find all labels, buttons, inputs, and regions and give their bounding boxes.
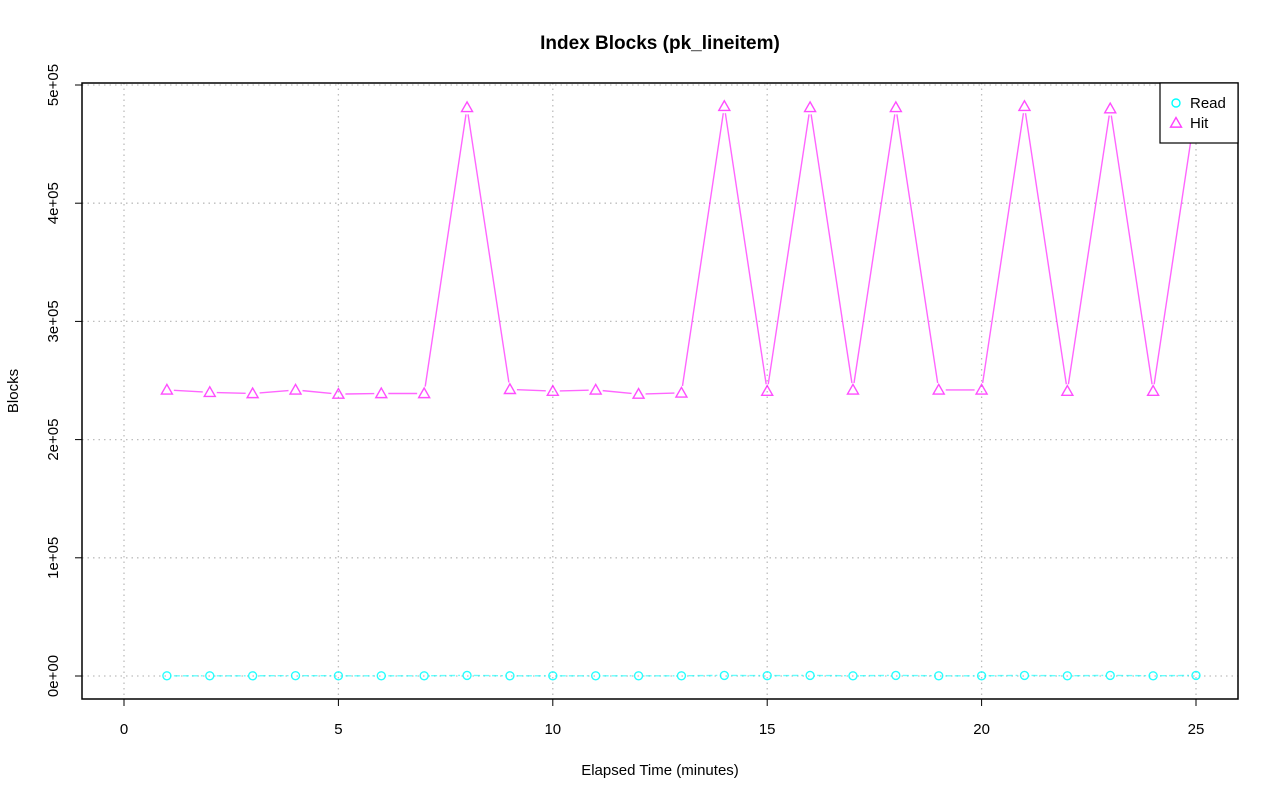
series-line-segment xyxy=(516,388,546,392)
legend-label-hit: Hit xyxy=(1190,115,1209,132)
series-line-segment xyxy=(173,389,203,393)
series-hit xyxy=(160,99,1203,399)
data-point-hit xyxy=(460,100,474,113)
series-line-segment xyxy=(216,391,246,395)
y-axis: 0e+00 1e+05 2e+05 3e+05 4e+05 5e+05 xyxy=(45,64,82,697)
data-point-read xyxy=(462,670,472,681)
x-tick-label: 10 xyxy=(544,721,561,738)
x-axis: 0 5 10 15 20 25 xyxy=(120,699,1205,738)
series-line-segment xyxy=(424,114,467,387)
data-point-hit xyxy=(503,382,517,395)
data-point-read xyxy=(805,670,815,681)
data-point-read xyxy=(934,671,944,681)
x-tick-label: 20 xyxy=(973,721,990,738)
series-line-segment xyxy=(896,114,939,384)
y-tick-label: 1e+05 xyxy=(45,537,62,579)
data-point-hit xyxy=(846,383,860,395)
series-line-segment xyxy=(767,114,810,385)
data-point-hit xyxy=(1017,99,1032,112)
data-point-hit xyxy=(546,384,560,396)
series-line-segment xyxy=(681,113,724,387)
data-point-read xyxy=(633,671,644,681)
x-tick-label: 5 xyxy=(334,721,342,738)
data-point-read xyxy=(205,671,215,681)
data-point-hit xyxy=(1103,101,1117,114)
data-point-hit xyxy=(889,100,903,113)
data-point-hit xyxy=(288,383,303,395)
y-tick-label: 3e+05 xyxy=(45,300,62,342)
series-line-segment xyxy=(302,389,332,395)
data-point-read xyxy=(419,671,429,681)
series-line-segment xyxy=(1153,113,1196,385)
data-point-hit xyxy=(331,387,346,399)
x-tick-label: 0 xyxy=(120,721,128,738)
data-point-read xyxy=(891,670,901,681)
data-point-hit xyxy=(717,99,732,112)
series-line-segment xyxy=(467,114,510,383)
legend-marker-read xyxy=(1171,98,1181,108)
data-point-read xyxy=(590,671,601,681)
data-point-read xyxy=(762,670,772,681)
data-point-hit xyxy=(1146,384,1160,396)
series-line-segment xyxy=(645,392,675,395)
data-point-read xyxy=(247,671,258,681)
x-tick-label: 25 xyxy=(1188,721,1205,738)
data-point-hit xyxy=(160,383,174,395)
y-axis-label: Blocks xyxy=(5,369,22,413)
x-tick-label: 15 xyxy=(759,721,776,738)
data-point-read xyxy=(1148,671,1158,681)
legend-marker-hit xyxy=(1169,116,1183,128)
series-line-segment xyxy=(853,114,896,384)
data-point-read xyxy=(290,670,301,681)
series-line-segment xyxy=(810,114,853,384)
data-point-read xyxy=(1191,670,1201,681)
series-line-segment xyxy=(724,113,767,385)
data-point-read xyxy=(719,670,730,681)
data-point-read xyxy=(505,671,515,681)
chart-title: Index Blocks (pk_lineitem) xyxy=(540,33,780,54)
data-point-hit xyxy=(374,386,388,399)
legend: Read Hit xyxy=(1159,82,1239,144)
data-point-hit xyxy=(932,383,946,395)
data-point-read xyxy=(1062,671,1073,681)
data-point-hit xyxy=(203,385,217,398)
series-read xyxy=(162,670,1201,681)
y-tick-label: 4e+05 xyxy=(45,182,62,224)
plot-frame xyxy=(81,82,1239,700)
data-point-hit xyxy=(631,387,646,399)
series-line-segment xyxy=(1024,113,1068,385)
data-point-read xyxy=(1105,670,1115,681)
data-point-read xyxy=(333,671,344,681)
y-tick-label: 2e+05 xyxy=(45,419,62,461)
data-point-hit xyxy=(803,100,817,113)
data-point-hit xyxy=(1060,384,1075,396)
y-tick-label: 5e+05 xyxy=(45,64,62,106)
series-line-segment xyxy=(1067,115,1110,385)
legend-label-read: Read xyxy=(1190,95,1226,112)
series-line-segment xyxy=(259,389,289,394)
data-point-read xyxy=(976,671,987,681)
y-tick-label: 0e+00 xyxy=(45,655,62,697)
legend-box xyxy=(1159,82,1239,144)
series-line-segment xyxy=(602,389,632,395)
data-point-read xyxy=(376,671,386,681)
series-line-segment xyxy=(981,113,1025,384)
data-point-read xyxy=(162,671,172,681)
grid-lines xyxy=(82,83,1238,699)
series-line-segment xyxy=(1110,115,1153,385)
series-layer xyxy=(160,99,1203,681)
x-axis-label: Elapsed Time (minutes) xyxy=(581,762,739,779)
data-point-read xyxy=(548,671,558,681)
data-point-read xyxy=(848,671,858,681)
data-point-hit xyxy=(588,383,603,395)
data-point-hit xyxy=(674,386,689,398)
data-point-hit xyxy=(245,386,260,399)
series-line-segment xyxy=(559,389,589,392)
data-point-hit xyxy=(417,386,431,399)
data-point-hit xyxy=(974,383,989,395)
data-point-read xyxy=(676,671,687,681)
data-point-hit xyxy=(760,384,774,396)
data-point-read xyxy=(1019,670,1030,681)
